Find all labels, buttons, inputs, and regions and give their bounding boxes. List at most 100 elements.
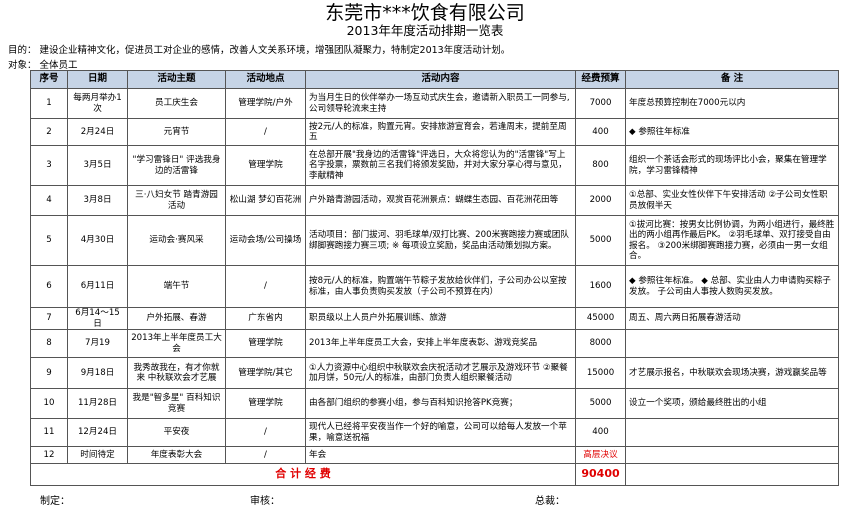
table-row: 9 9月18日 我秀故我在，有才你就来 中秋联欢会才艺展 管理学院/其它 ①人力资源中心… <box>30 357 839 389</box>
total-row: 合 计 经 费 90400 <box>30 463 839 486</box>
table-row: 8 7月19 2013年上半年度员工大会 管理学院 2013年上半年度员工大会，安排上半… <box>30 329 839 358</box>
table-cell: 为当月生日的伙伴举办一场互动式庆生会，邀请新入职员工一同参与,公司领导轮流来主持 <box>305 88 576 119</box>
table-cell: 9 <box>30 357 68 389</box>
table-cell: 职员级以上人员户外拓展训练、旅游 <box>305 307 576 330</box>
table-cell <box>625 329 839 358</box>
table-cell: ◆ 参照往年标准。 ◆ 总部、实业由人力申请购买粽子发放。 子公司由人事按人数购… <box>625 265 839 308</box>
table-row: 1 每两月举办1次 员工庆生会 管理学院/户外 为当月生日的伙伴举办一场互动式庆生会，邀… <box>30 88 839 119</box>
table-cell: 6 <box>30 265 68 308</box>
table-cell: 我是"智多星" 百科知识竞赛 <box>127 388 226 419</box>
table-cell: 管理学院 <box>225 388 306 419</box>
table-cell: / <box>225 418 306 447</box>
table-cell: 组织一个茶话会形式的现场评比小会，聚集在管理学院，学习雷锋精神 <box>625 145 839 186</box>
audience-text: 全体员工 <box>39 60 78 71</box>
table-row: 5 4月30日 运动会·赛风采 运动会场/公司操场 活动项目：部门拔河、羽毛球单/双打比… <box>30 215 839 266</box>
table-cell: 8000 <box>575 329 626 358</box>
table-row: 10 11月28日 我是"智多星" 百科知识竞赛 管理学院 由各部门组织的参赛小组，参与… <box>30 388 839 419</box>
table-cell: 松山湖 梦幻百花洲 <box>225 185 306 216</box>
table-cell: 高层决议 <box>575 446 626 464</box>
footer-reviewed: 审核： <box>250 496 280 507</box>
purpose-label: 目的： <box>8 45 37 56</box>
table-cell: 400 <box>575 118 626 146</box>
table-cell: 9月18日 <box>67 357 128 389</box>
column-header: 备 注 <box>625 70 839 89</box>
title: 东莞市***饮食有限公司 <box>325 2 525 24</box>
table-row: 6 6月11日 端午节 / 按8元/人的标准，购置端午节粽子发放给伙伴们，子公司办公以室… <box>30 265 839 308</box>
table-cell: 运动会·赛风采 <box>127 215 226 266</box>
table-cell: / <box>225 446 306 464</box>
table-cell: 端午节 <box>127 265 226 308</box>
table-cell: 管理学院/其它 <box>225 357 306 389</box>
table-cell: 按8元/人的标准，购置端午节粽子发放给伙伴们，子公司办公以室按标准，由人事负责购… <box>305 265 576 308</box>
table-cell: 6月11日 <box>67 265 128 308</box>
table-cell: 5000 <box>575 215 626 266</box>
table-cell: 现代人已经将平安夜当作一个好的喻意，公司可以给每人发放一个苹果，喻意送祝福 <box>305 418 576 447</box>
table-cell: 4 <box>30 185 68 216</box>
table-cell: 户外踏青游园活动，观赏百花洲景点：蝴蝶生态园、百花洲花田等 <box>305 185 576 216</box>
table-cell: ◆ 参照往年标准 <box>625 118 839 146</box>
table-cell: 员工庆生会 <box>127 88 226 119</box>
table-cell: 元宵节 <box>127 118 226 146</box>
footer-president: 总裁： <box>535 496 565 507</box>
audience: 对象： 全体员工 <box>8 57 78 71</box>
table-cell: 2013年上半年度员工大会，安排上半年度表彰、游戏竞奖品 <box>305 329 576 358</box>
column-header: 活动主题 <box>127 70 226 89</box>
table-row: 7 6月14～15日 户外拓展、春游 广东省内 职员级以上人员户外拓展训练、旅游 4500… <box>30 307 839 330</box>
table-cell: ①拔河比赛：按男女比例协调，为两小组进行，最终胜出的两小组再作最后PK。 ②羽毛… <box>625 215 839 266</box>
purpose: 目的： 建设企业精神文化，促进员工对企业的感情，改善人文关系环境，增强团队凝聚力… <box>8 42 510 56</box>
table-cell: 按2元/人的标准，购置元宵。安排旅游宣育会，若逢周末，提前至周五 <box>305 118 576 146</box>
table-row: 3 3月5日 "学习雷锋日" 评选我身边的活雷锋 管理学院 在总部开展"我身边的活雷锋"… <box>30 145 839 186</box>
column-header: 日期 <box>67 70 128 89</box>
table-cell: 时间待定 <box>67 446 128 464</box>
table-cell: 年度表彰大会 <box>127 446 226 464</box>
column-header: 活动内容 <box>305 70 576 89</box>
table-cell: 6月14～15日 <box>67 307 128 330</box>
table-row: 4 3月8日 三·八妇女节 踏青游园活动 松山湖 梦幻百花洲 户外踏青游园活动，观赏百花… <box>30 185 839 216</box>
table-cell: 1600 <box>575 265 626 308</box>
table-cell <box>625 418 839 447</box>
table-cell: 我秀故我在，有才你就来 中秋联欢会才艺展 <box>127 357 226 389</box>
table-cell: 活动项目：部门拔河、羽毛球单/双打比赛、200米赛跑接力赛或团队绑脚赛跑接力赛三… <box>305 215 576 266</box>
table-cell: 2 <box>30 118 68 146</box>
table-cell: 3月8日 <box>67 185 128 216</box>
table-cell: 45000 <box>575 307 626 330</box>
footer-prepared: 制定： <box>40 496 70 507</box>
table-cell: "学习雷锋日" 评选我身边的活雷锋 <box>127 145 226 186</box>
table-cell: 7月19 <box>67 329 128 358</box>
table-cell: 400 <box>575 418 626 447</box>
table-cell: 10 <box>30 388 68 419</box>
table-cell: 户外拓展、春游 <box>127 307 226 330</box>
table-cell <box>625 446 839 464</box>
table-cell: 12 <box>30 446 68 464</box>
table-cell: 15000 <box>575 357 626 389</box>
table-cell: 11 <box>30 418 68 447</box>
table-cell: 平安夜 <box>127 418 226 447</box>
table-cell: 广东省内 <box>225 307 306 330</box>
column-header: 活动地点 <box>225 70 306 89</box>
header-row: 序号 日期 活动主题 活动地点 活动内容 经费预算备 注 <box>30 70 839 89</box>
table-cell: 在总部开展"我身边的活雷锋"评选日，大众将您认为的"活雷锋"写上名字投票，票数前… <box>305 145 576 186</box>
audience-label: 对象： <box>8 60 37 71</box>
table-cell: 5000 <box>575 388 626 419</box>
table-cell: 管理学院 <box>225 329 306 358</box>
table-cell: ①总部、实业女性伙伴下午安排活动 ②子公司女性职员放假半天 <box>625 185 839 216</box>
table-cell: 管理学院 <box>225 145 306 186</box>
table-cell: 3月5日 <box>67 145 128 186</box>
table-row: 12 时间待定 年度表彰大会 / 年会 高层决议 <box>30 446 839 464</box>
table-cell: 2月24日 <box>67 118 128 146</box>
table-row: 2 2月24日 元宵节 / 按2元/人的标准，购置元宵。安排旅游宣育会，若逢周末，提前至… <box>30 118 839 146</box>
schedule-table: 序号 日期 活动主题 活动地点 活动内容 经费预算备 注 1 每两月举办1次 员工庆生会 管理学… <box>30 70 839 486</box>
table-cell: 由各部门组织的参赛小组，参与百科知识抢答PK竞赛； <box>305 388 576 419</box>
table-cell: 7000 <box>575 88 626 119</box>
table-cell: 周五、周六两日拓展春游活动 <box>625 307 839 330</box>
table-cell: 设立一个奖项，颁给最终胜出的小组 <box>625 388 839 419</box>
table-cell: 12月24日 <box>67 418 128 447</box>
table-cell: 800 <box>575 145 626 186</box>
table-cell: 11月28日 <box>67 388 128 419</box>
table-cell: 8 <box>30 329 68 358</box>
total-label: 合 计 经 费 <box>30 463 576 486</box>
subtitle: 2013年年度活动排期一览表 <box>346 23 504 38</box>
table-cell: / <box>225 265 306 308</box>
table-cell: 4月30日 <box>67 215 128 266</box>
